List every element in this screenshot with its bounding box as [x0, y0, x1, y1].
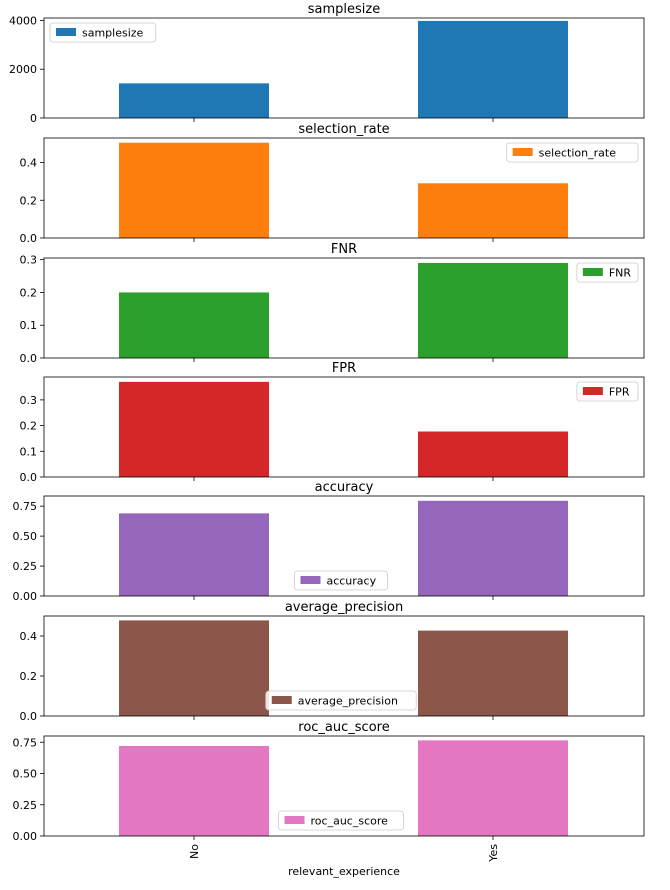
panel-samplesize: samplesize 0 2000 4000 samplesize [9, 2, 645, 125]
y-tick-label: 0.2 [20, 286, 38, 299]
panel-title: selection_rate [298, 122, 389, 137]
bar-yes [418, 20, 568, 119]
y-tick-label: 0.0 [20, 471, 38, 484]
y-tick-label: 0.0 [20, 232, 38, 245]
legend-box [265, 690, 417, 711]
legend-label: FPR [609, 386, 630, 399]
legend-swatch [300, 576, 321, 584]
y-tick-label: 0.2 [20, 420, 38, 433]
bar-no [119, 620, 269, 716]
y-tick-label: 0.00 [13, 830, 38, 843]
panel-FNR: FNR 0.0 0.1 0.2 0.3 FNR [20, 242, 645, 365]
legend-swatch [582, 387, 603, 395]
legend-box [576, 381, 639, 402]
y-tick-label: 0.75 [13, 736, 38, 749]
legend: accuracy [294, 570, 388, 591]
bar-no [119, 513, 269, 596]
legend-swatch [512, 148, 533, 156]
panel-FPR: FPR 0.0 0.1 0.2 0.3 FPR [20, 361, 645, 484]
y-tick-label: 0.2 [20, 194, 38, 207]
bar-yes [418, 740, 568, 836]
legend-swatch [271, 696, 292, 704]
panel-title: samplesize [308, 2, 380, 17]
bar-no [119, 381, 269, 477]
legend-swatch [582, 268, 603, 276]
legend: FPR [576, 381, 639, 402]
panel-title: FNR [331, 242, 357, 257]
y-tick-label: 0.50 [13, 768, 38, 781]
y-tick-label: 0.4 [20, 630, 38, 643]
panel-title: FPR [332, 361, 356, 376]
legend: selection_rate [506, 142, 639, 163]
legend-label: samplesize [82, 27, 144, 40]
legend: samplesize [49, 22, 157, 43]
panel-accuracy: accuracy 0.00 0.25 0.50 0.75 accuracy [13, 480, 645, 603]
y-tick-label: 0.4 [20, 157, 38, 170]
bar-yes [418, 262, 568, 358]
legend-box [506, 142, 639, 163]
legend-swatch [284, 816, 305, 824]
legend-box [294, 570, 388, 591]
y-tick-label: 0.75 [13, 500, 38, 513]
y-tick-label: 4000 [9, 14, 37, 27]
bar-yes [418, 500, 568, 596]
bar-no [119, 746, 269, 836]
bar-yes [418, 630, 568, 716]
bar-yes [418, 183, 568, 238]
axes-frame [43, 137, 645, 239]
axes-frame [43, 376, 645, 478]
panel-roc-auc-score: roc_auc_score 0.00 0.25 0.50 0.75 roc_auc_sco… [13, 720, 645, 843]
legend-box [49, 22, 157, 43]
legend-label: roc_auc_score [311, 815, 389, 828]
bar-no [119, 83, 269, 118]
x-tick-label-no: No [188, 844, 201, 859]
panel-title: average_precision [285, 600, 403, 615]
y-tick-label: 0.25 [13, 799, 38, 812]
legend-box [278, 810, 404, 831]
legend-label: accuracy [326, 575, 376, 588]
panel-title: accuracy [315, 480, 374, 495]
legend-swatch [56, 28, 76, 36]
legend-box [576, 262, 639, 283]
y-tick-label: 0 [30, 112, 37, 125]
x-axis-label: relevant_experience [288, 865, 400, 878]
legend-label: selection_rate [539, 147, 617, 160]
panel-selection-rate: selection_rate 0.0 0.2 0.4 selection_rate [20, 122, 645, 245]
axes-frame [43, 17, 645, 119]
legend-label: average_precision [298, 695, 398, 708]
y-tick-label: 0.3 [20, 394, 38, 407]
axes-frame [43, 735, 645, 837]
axes-frame [43, 495, 645, 597]
y-tick-label: 0.0 [20, 710, 38, 723]
bar-yes [418, 431, 568, 477]
y-tick-label: 2000 [9, 63, 37, 76]
panel-title: roc_auc_score [298, 720, 389, 735]
axes-frame [43, 615, 645, 717]
bar-no [119, 142, 269, 238]
y-tick-label: 0.50 [13, 530, 38, 543]
y-tick-label: 0.1 [20, 445, 38, 458]
y-tick-label: 0.2 [20, 670, 38, 683]
y-tick-label: 0.00 [13, 590, 38, 603]
y-tick-label: 0.3 [20, 254, 38, 267]
legend: average_precision [265, 690, 417, 711]
bar-no [119, 292, 269, 358]
panel-average-precision: average_precision 0.0 0.2 0.4 average_precis… [20, 600, 645, 723]
y-tick-label: 0.0 [20, 352, 38, 365]
legend: FNR [576, 262, 639, 283]
y-tick-label: 0.25 [13, 560, 38, 573]
x-tick-label-yes: Yes [487, 844, 500, 863]
legend-label: FNR [609, 267, 632, 280]
legend: roc_auc_score [278, 810, 404, 831]
axes-frame [43, 257, 645, 359]
y-tick-label: 0.1 [20, 319, 38, 332]
